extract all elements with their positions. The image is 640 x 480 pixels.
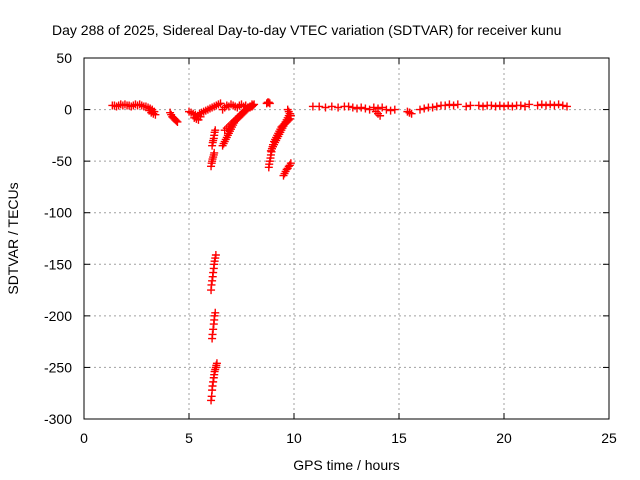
data-point (196, 112, 205, 121)
x-tick-label: 10 (286, 430, 302, 446)
data-point (315, 102, 324, 111)
data-point (445, 100, 454, 109)
y-tick-label: 0 (64, 102, 72, 118)
data-point (353, 104, 361, 113)
data-point (420, 104, 429, 113)
data-point (369, 103, 378, 112)
y-tick-label: -150 (44, 256, 72, 272)
x-tick-label: 20 (496, 430, 512, 446)
data-point (361, 104, 370, 113)
data-point (210, 148, 219, 157)
data-point (265, 99, 274, 108)
grid-lines (84, 58, 609, 419)
data-point (533, 101, 542, 110)
data-point (376, 111, 385, 120)
data-point (416, 105, 424, 114)
data-point (491, 102, 500, 111)
y-axis-label: SDTVAR / TECUs (5, 182, 21, 294)
data-point (479, 102, 487, 111)
data-point (504, 101, 513, 110)
data-point (248, 100, 256, 109)
x-tick-label: 5 (185, 430, 193, 446)
data-point (321, 103, 330, 112)
data-point (386, 106, 395, 115)
data-point (327, 102, 336, 111)
data-point (390, 105, 399, 114)
data-point (508, 102, 517, 111)
data-point (428, 103, 437, 112)
data-point (357, 103, 366, 112)
data-point (453, 100, 462, 109)
data-point (521, 102, 529, 111)
y-tick-label: -200 (44, 308, 72, 324)
data-point (550, 101, 559, 110)
data-point (216, 99, 225, 108)
data-points (108, 98, 571, 405)
data-point (558, 101, 567, 110)
data-point (474, 101, 483, 110)
data-point (554, 100, 563, 109)
data-point (525, 100, 534, 109)
data-point (211, 126, 220, 135)
x-axis-label: GPS time / hours (293, 457, 400, 473)
y-tick-label: -300 (44, 411, 72, 427)
y-tick-label: -100 (44, 205, 72, 221)
data-point (462, 102, 471, 111)
data-point (173, 117, 182, 126)
data-point (378, 103, 387, 112)
data-point (145, 106, 154, 115)
data-point (466, 101, 475, 110)
plot-frame (83, 57, 610, 420)
data-point (542, 101, 550, 110)
data-point (563, 102, 571, 111)
data-point (365, 105, 374, 114)
data-point (537, 100, 546, 109)
data-point (432, 102, 441, 111)
data-point (487, 101, 496, 110)
data-point (449, 101, 458, 110)
y-tick-label: -250 (44, 359, 72, 375)
data-point (516, 101, 525, 110)
data-point (211, 308, 220, 317)
data-point (264, 98, 273, 107)
data-point (212, 359, 221, 368)
data-point (211, 251, 220, 260)
chart-title: Day 288 of 2025, Sidereal Day-to-day VTE… (52, 22, 561, 38)
x-tick-label: 25 (601, 430, 617, 446)
data-point (495, 101, 504, 110)
x-tick-label: 0 (80, 430, 88, 446)
data-point (286, 159, 295, 168)
data-point (344, 102, 353, 111)
x-tick-label: 15 (391, 430, 407, 446)
data-point (172, 116, 181, 125)
data-point (286, 111, 295, 120)
y-tick-label: 50 (56, 50, 72, 66)
data-point (441, 101, 450, 110)
data-point (405, 108, 414, 117)
data-point (382, 105, 391, 114)
data-point (500, 102, 508, 111)
data-point (334, 103, 343, 112)
data-point (546, 100, 555, 109)
axis-ticks: 0 5 10 15 20 25 50 0 -50 -100 -150 -200 -250 -300 (44, 50, 617, 446)
y-tick-label: -50 (52, 153, 72, 169)
data-point (348, 103, 357, 112)
